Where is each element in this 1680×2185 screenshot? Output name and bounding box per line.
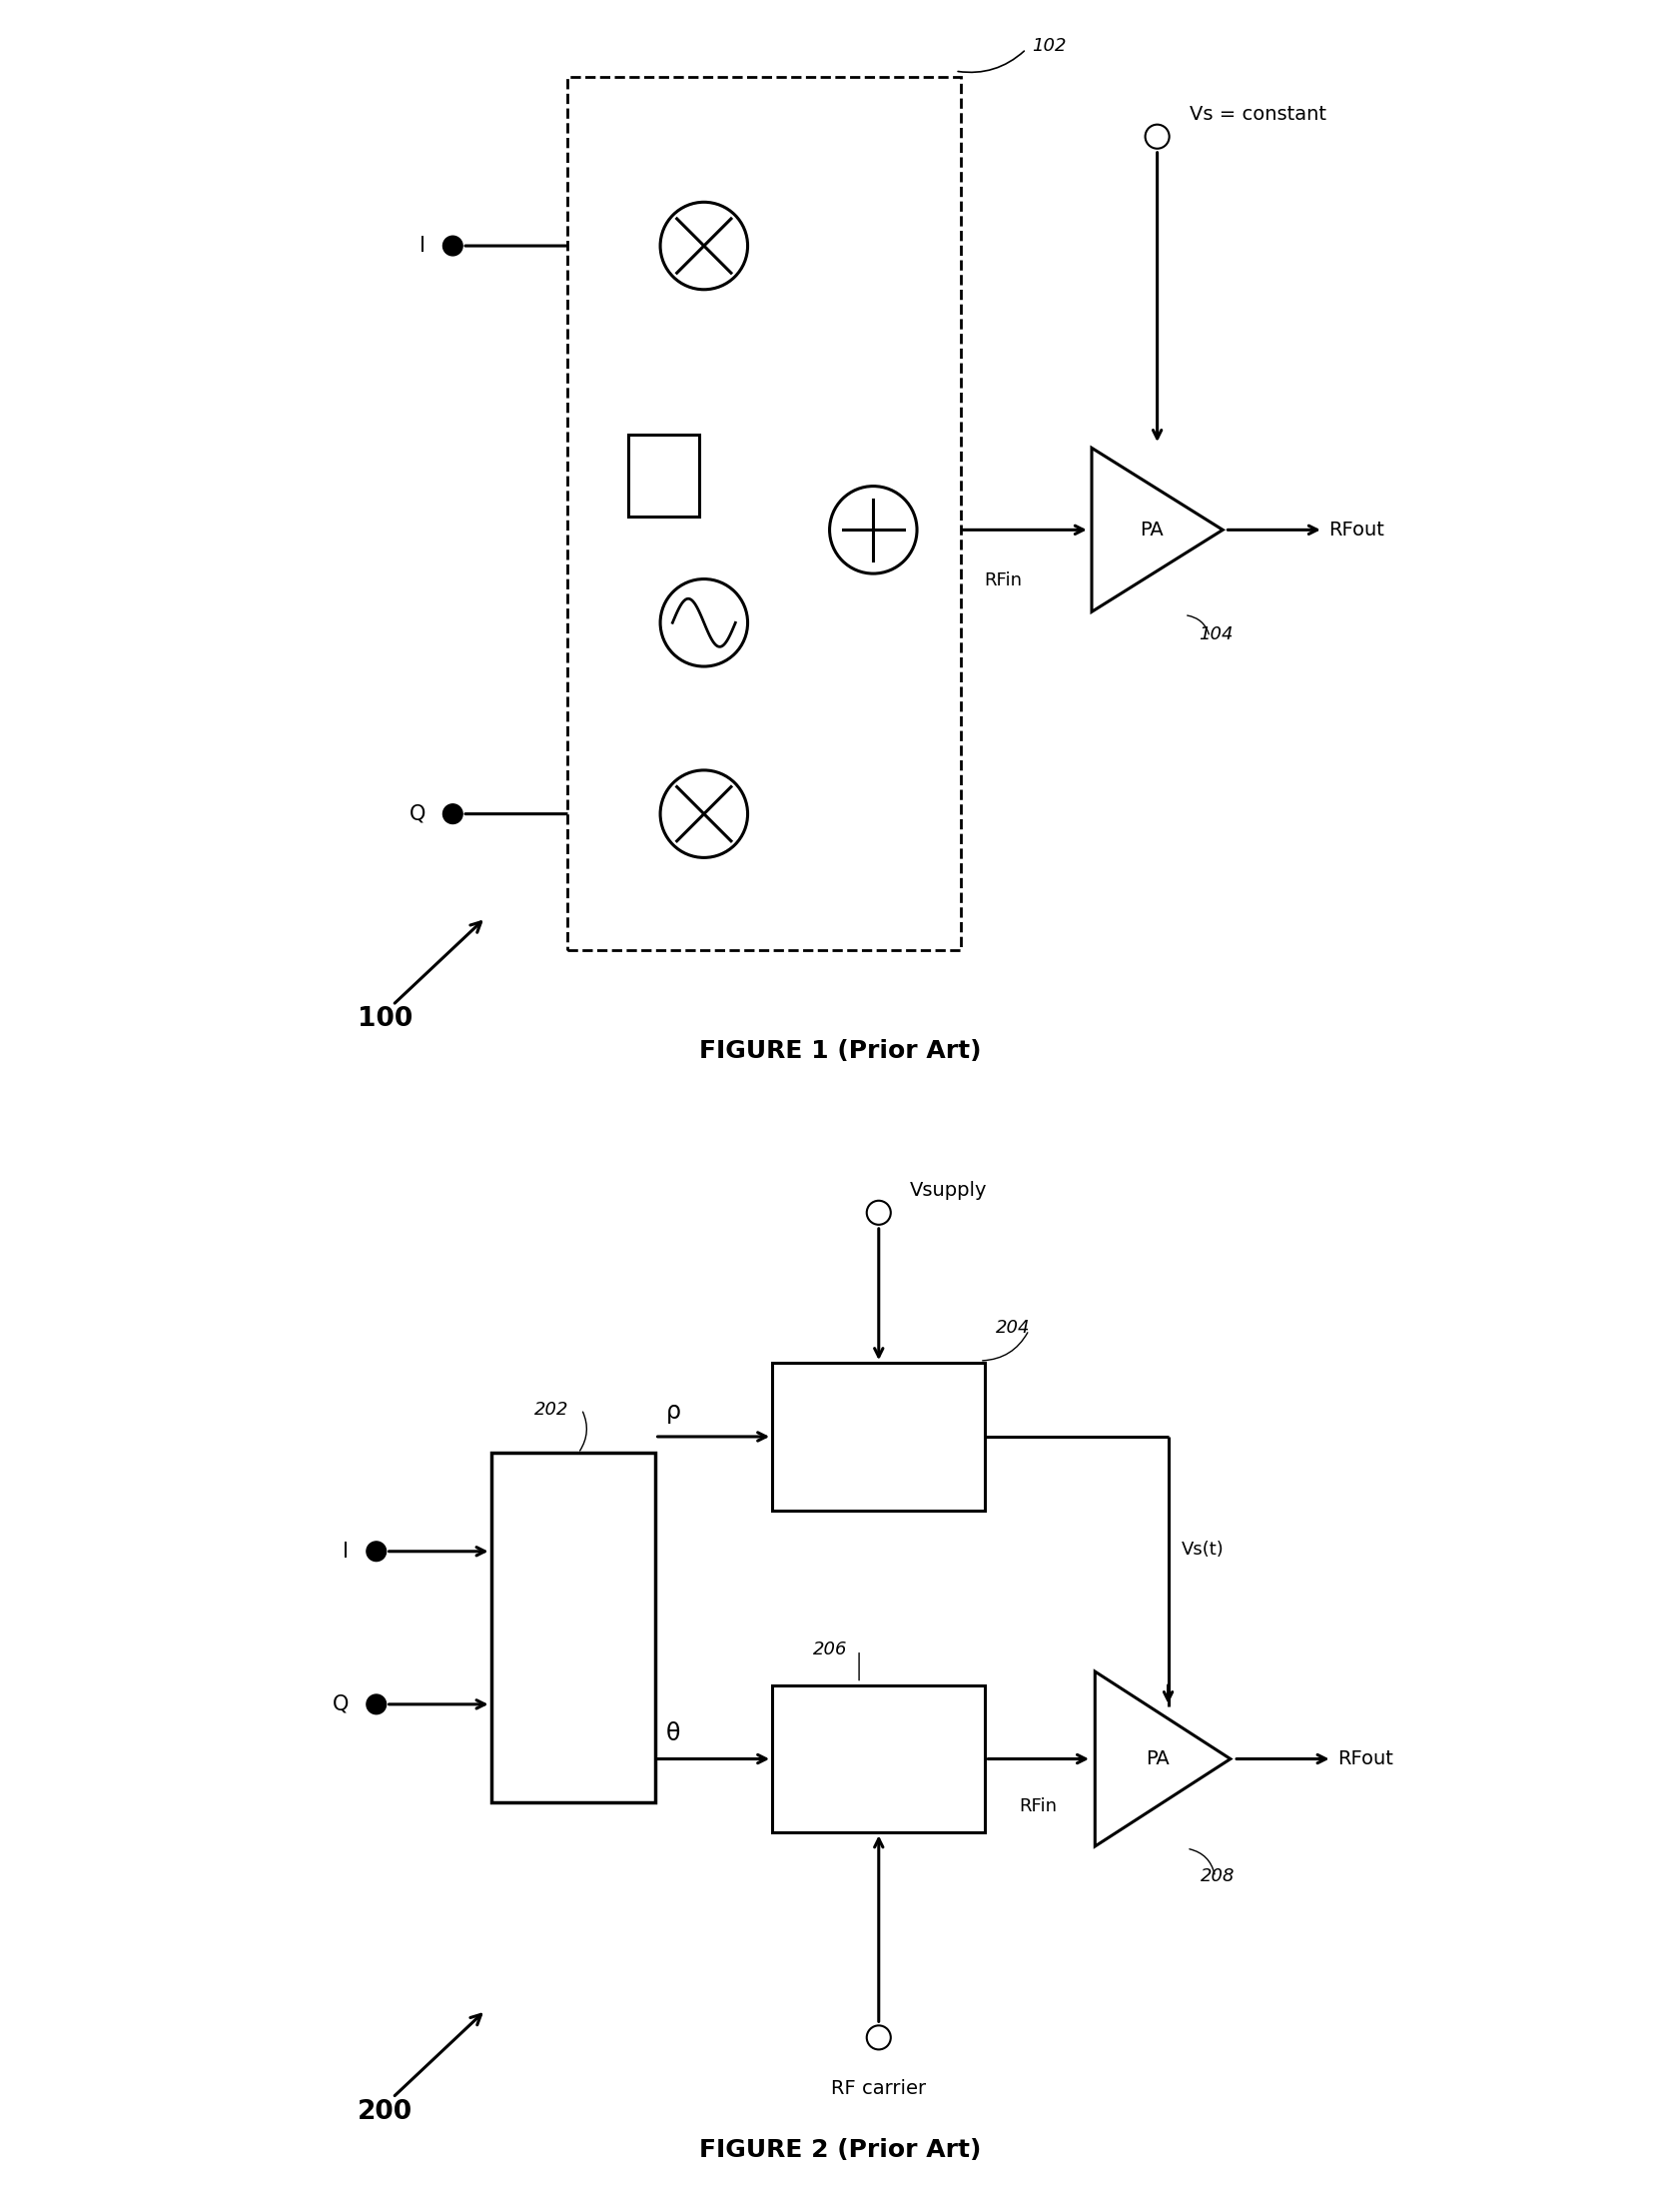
Circle shape: [366, 1696, 386, 1715]
Text: 204: 204: [996, 1318, 1030, 1337]
Text: 104: 104: [1198, 625, 1233, 642]
Text: PA: PA: [1139, 520, 1163, 540]
Text: 200: 200: [358, 2100, 413, 2124]
Text: 102: 102: [1032, 37, 1065, 55]
Text: RFin: RFin: [984, 570, 1021, 590]
Text: Vsupply: Vsupply: [909, 1182, 986, 1200]
Text: 202: 202: [534, 1401, 570, 1418]
Text: MODULATOR: MODULATOR: [820, 1451, 936, 1471]
Text: FIGURE 1 (Prior Art): FIGURE 1 (Prior Art): [699, 1040, 981, 1062]
Text: CORDIC: CORDIC: [533, 1617, 613, 1639]
Text: Q: Q: [408, 804, 425, 824]
Bar: [491, 1453, 655, 1803]
Text: 208: 208: [1200, 1868, 1235, 1886]
Text: Vs = constant: Vs = constant: [1189, 105, 1326, 125]
Circle shape: [1144, 125, 1169, 149]
Text: 106: 106: [709, 166, 744, 184]
Text: MODULATOR: MODULATOR: [820, 1774, 936, 1792]
Text: RFin: RFin: [1018, 1796, 1057, 1816]
Text: PHASE: PHASE: [848, 1726, 907, 1744]
Text: RF carrier: RF carrier: [830, 2080, 926, 2098]
Text: FIGURE 2 (Prior Art): FIGURE 2 (Prior Art): [699, 2139, 981, 2161]
Text: ρ: ρ: [665, 1401, 680, 1425]
Bar: [628, 435, 699, 516]
Text: Q: Q: [333, 1693, 349, 1715]
Text: Vs(t): Vs(t): [1181, 1540, 1223, 1558]
Text: 90°: 90°: [650, 468, 675, 483]
Bar: [771, 1685, 984, 1833]
Circle shape: [867, 2025, 890, 2050]
Text: 206: 206: [813, 1641, 847, 1658]
Circle shape: [442, 804, 462, 824]
Text: 112: 112: [707, 450, 743, 468]
Text: AMPLITUDE: AMPLITUDE: [827, 1403, 929, 1422]
Circle shape: [366, 1543, 386, 1560]
Text: 110: 110: [717, 677, 751, 695]
Bar: [771, 1363, 984, 1510]
Text: 108: 108: [714, 874, 749, 891]
Text: 114: 114: [786, 527, 820, 544]
Text: RFout: RFout: [1337, 1750, 1393, 1768]
Circle shape: [867, 1202, 890, 1224]
Text: PA: PA: [1144, 1750, 1168, 1768]
Text: θ: θ: [665, 1722, 680, 1746]
Text: I: I: [420, 236, 425, 256]
Bar: [568, 76, 959, 950]
Text: I: I: [343, 1540, 349, 1562]
Text: 100: 100: [358, 1007, 413, 1034]
Text: RFout: RFout: [1327, 520, 1384, 540]
Circle shape: [442, 236, 462, 256]
